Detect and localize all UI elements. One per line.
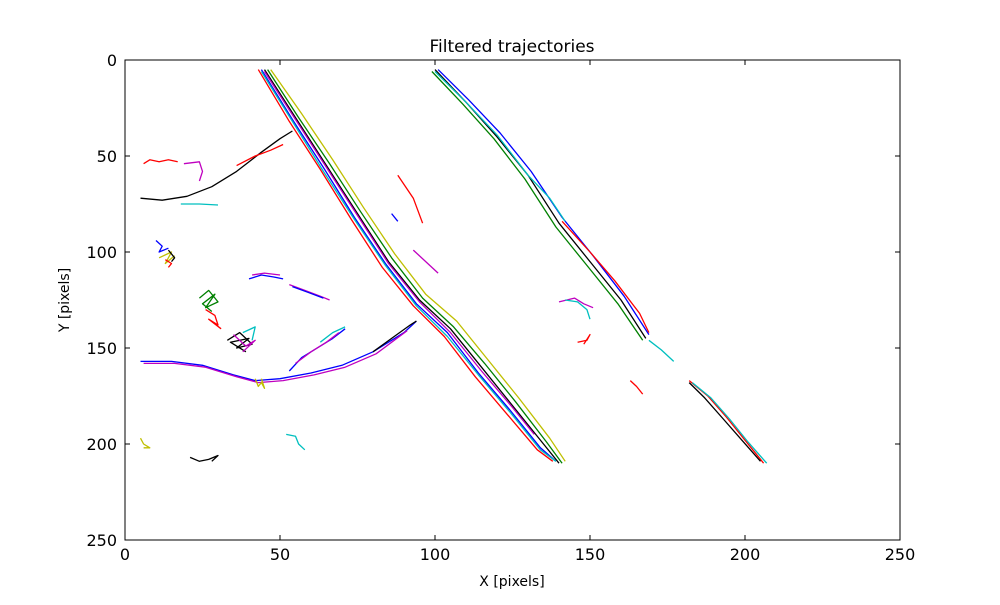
trajectory-line-18 xyxy=(236,143,284,167)
y-tick-label: 150 xyxy=(86,339,117,358)
trajectory-line-2 xyxy=(267,69,563,464)
trajectory-line-30 xyxy=(252,272,281,276)
trajectory-line-49 xyxy=(391,213,399,222)
trajectory-line-29 xyxy=(248,274,284,280)
trajectory-line-26 xyxy=(288,328,346,372)
trajectory-line-46 xyxy=(139,437,151,449)
chart-title: Filtered trajectories xyxy=(429,37,594,57)
trajectory-line-20 xyxy=(143,159,178,165)
trajectory-line-37 xyxy=(242,326,256,341)
x-tick-label: 100 xyxy=(420,545,451,564)
y-tick-label: 50 xyxy=(97,147,117,166)
trajectory-line-48 xyxy=(397,174,424,224)
trajectory-line-40 xyxy=(167,249,176,263)
trajectory-line-19 xyxy=(180,203,219,206)
trajectory-line-24 xyxy=(372,320,417,353)
trajectory-line-0 xyxy=(263,69,560,464)
trajectory-line-3 xyxy=(257,69,554,462)
trajectory-line-50 xyxy=(412,249,439,274)
x-tick-label: 50 xyxy=(270,545,290,564)
trajectory-line-14 xyxy=(691,382,768,464)
trajectory-line-28 xyxy=(319,326,346,343)
trajectory-line-32 xyxy=(292,285,324,299)
trajectory-line-25 xyxy=(254,378,266,389)
trajectory-line-41 xyxy=(164,259,173,268)
y-tick-label: 100 xyxy=(86,243,117,262)
trajectory-line-1 xyxy=(260,69,557,462)
trajectory-line-6 xyxy=(260,71,557,462)
trajectory-line-22 xyxy=(140,320,417,382)
trajectory-line-44 xyxy=(577,333,591,345)
x-tick-label: 250 xyxy=(885,545,916,564)
trajectory-line-45 xyxy=(286,433,306,451)
trajectory-line-31 xyxy=(289,283,330,301)
y-axis-label: Y [pixels] xyxy=(57,268,73,333)
trajectory-line-10 xyxy=(434,71,566,222)
x-tick-label: 200 xyxy=(730,545,761,564)
trajectory-line-33 xyxy=(198,289,219,313)
trajectory-line-43 xyxy=(565,299,591,320)
trajectory-line-35 xyxy=(226,331,253,353)
trajectory-line-38 xyxy=(155,240,169,253)
y-tick-label: 200 xyxy=(86,435,117,454)
x-tick-label: 150 xyxy=(575,545,606,564)
x-axis-label: X [pixels] xyxy=(479,574,544,590)
plot-frame xyxy=(124,59,901,541)
trajectory-line-23 xyxy=(143,330,408,384)
trajectory-line-21 xyxy=(183,161,204,182)
trajectory-line-9 xyxy=(431,71,644,341)
series-layer xyxy=(139,69,768,464)
trajectory-line-47 xyxy=(189,454,219,462)
trajectory-line-16 xyxy=(629,380,644,395)
trajectory-line-34 xyxy=(205,309,222,330)
trajectory-line-36 xyxy=(233,334,256,353)
trajectory-line-15 xyxy=(688,382,761,462)
trajectory-line-17 xyxy=(140,130,293,201)
trajectory-line-4 xyxy=(270,69,566,462)
trajectory-line-27 xyxy=(295,332,340,364)
trajectory-line-39 xyxy=(158,251,176,265)
trajectory-line-42 xyxy=(558,297,594,309)
trajectory-line-12 xyxy=(648,339,675,362)
y-tick-label: 0 xyxy=(107,51,117,70)
trajectory-line-5 xyxy=(263,71,535,435)
y-tick-label: 250 xyxy=(86,531,117,550)
x-tick-label: 0 xyxy=(120,545,130,564)
trajectory-line-11 xyxy=(561,220,650,333)
